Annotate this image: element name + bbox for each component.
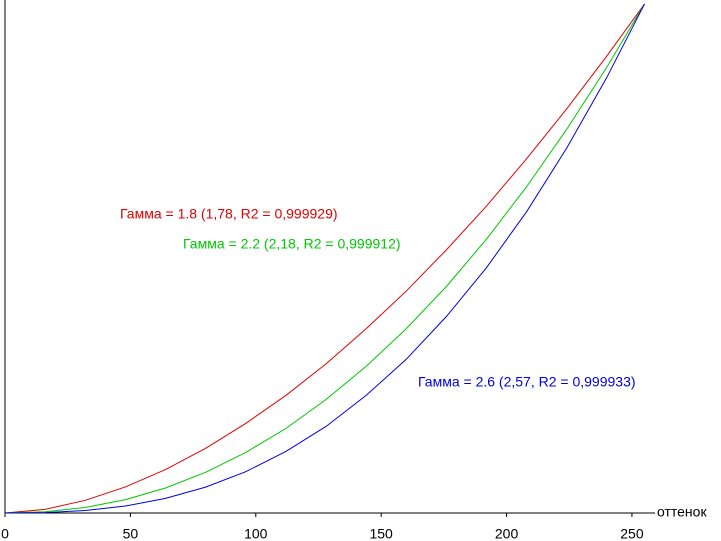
x-axis-label: оттенок (657, 504, 707, 520)
series-label: Гамма = 1.8 (1,78, R2 = 0,999929) (120, 206, 338, 222)
x-tick-label: 0 (1, 526, 9, 541)
x-tick-label: 250 (620, 526, 644, 541)
series-label: Гамма = 2.2 (2,18, R2 = 0,999912) (183, 236, 401, 252)
x-tick-label: 50 (123, 526, 139, 541)
x-tick-label: 200 (495, 526, 519, 541)
series-line (4, 3, 645, 514)
x-tick-label: 150 (369, 526, 393, 541)
series-line (4, 3, 645, 514)
series-label: Гамма = 2.6 (2,57, R2 = 0,999933) (418, 374, 636, 390)
x-tick-label: 100 (244, 526, 268, 541)
series-line (4, 3, 645, 514)
